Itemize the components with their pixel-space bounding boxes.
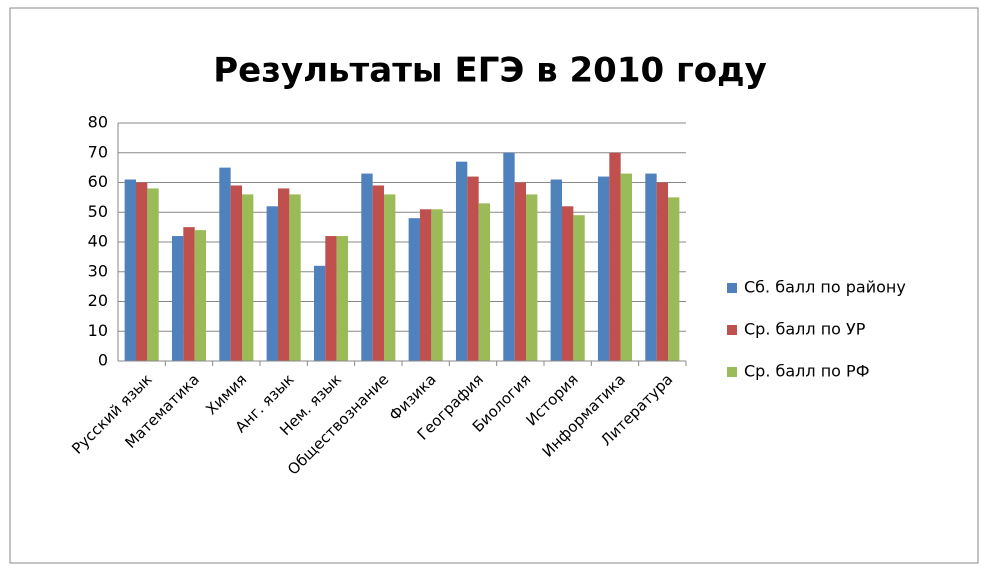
- bar: [372, 185, 385, 361]
- bar: [313, 265, 326, 361]
- bar: [597, 176, 610, 361]
- y-tick-label: 0: [98, 351, 108, 370]
- bar: [514, 182, 527, 361]
- bar: [183, 227, 195, 361]
- y-tick-label: 30: [88, 261, 108, 280]
- bar: [526, 194, 538, 361]
- bar: [242, 194, 254, 361]
- bar: [325, 236, 337, 361]
- bar: [467, 176, 479, 361]
- legend-label: Ср. балл по УР: [744, 320, 866, 339]
- bar: [194, 230, 207, 361]
- bar: [419, 209, 432, 361]
- bar: [336, 236, 349, 361]
- bar: [620, 173, 633, 361]
- bar: [266, 206, 278, 361]
- chart-title: Результаты ЕГЭ в 2010 году: [213, 51, 766, 91]
- bar: [384, 194, 396, 361]
- bar: [668, 197, 680, 361]
- bar: [656, 182, 669, 361]
- legend-swatch: [727, 325, 737, 335]
- legend-label: Сб. балл по району: [744, 278, 906, 297]
- bar: [503, 152, 515, 361]
- bar: [289, 194, 301, 361]
- bar: [147, 188, 159, 361]
- chart-frame: [9, 7, 979, 564]
- y-tick-label: 60: [88, 172, 108, 191]
- y-tick-label: 40: [88, 232, 108, 251]
- bar: [124, 179, 136, 361]
- y-tick-label: 20: [88, 291, 108, 310]
- bar: [645, 173, 657, 361]
- y-tick-label: 70: [88, 142, 108, 161]
- bar: [550, 179, 562, 361]
- bar: [408, 218, 420, 361]
- bar: [135, 182, 148, 361]
- bar: [219, 167, 231, 361]
- y-tick-label: 10: [88, 321, 108, 340]
- bar: [455, 161, 468, 361]
- legend-label: Ср. балл по РФ: [744, 362, 869, 381]
- bar: [478, 203, 491, 361]
- bar: [361, 173, 373, 361]
- bar: [431, 209, 443, 361]
- bar: [171, 236, 184, 361]
- bar: [230, 185, 243, 361]
- legend-swatch: [727, 283, 737, 293]
- y-tick-label: 80: [88, 113, 108, 132]
- bar: [277, 188, 290, 361]
- legend-swatch: [727, 367, 737, 377]
- y-tick-label: 50: [88, 202, 108, 221]
- bar: [609, 152, 621, 361]
- bar: [561, 206, 574, 361]
- bar: [573, 215, 585, 361]
